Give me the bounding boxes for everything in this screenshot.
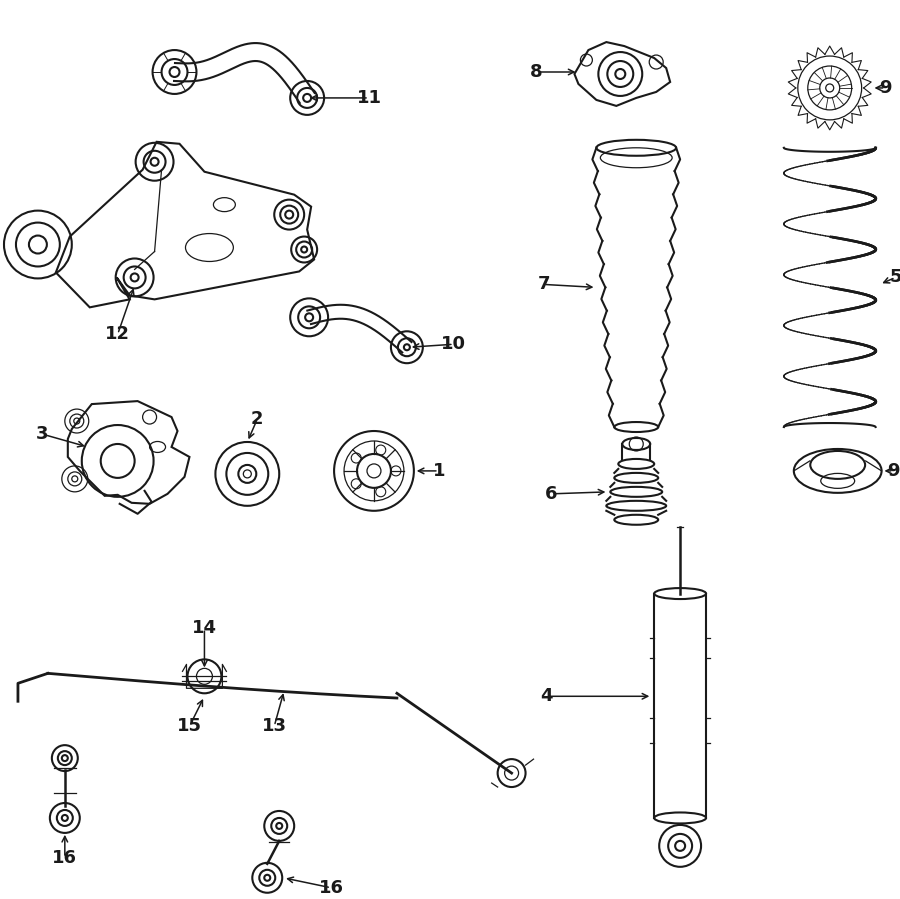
Text: 15: 15 <box>177 717 202 735</box>
Text: 16: 16 <box>319 878 344 897</box>
Text: 14: 14 <box>192 619 217 637</box>
Text: 4: 4 <box>540 688 553 706</box>
Text: 16: 16 <box>52 849 77 867</box>
Text: 13: 13 <box>262 717 287 735</box>
Text: 9: 9 <box>887 462 900 480</box>
Text: 11: 11 <box>356 89 382 107</box>
Text: 8: 8 <box>530 63 543 81</box>
Text: 1: 1 <box>433 462 445 480</box>
Text: 12: 12 <box>105 325 130 343</box>
Text: 3: 3 <box>36 425 48 443</box>
Text: 2: 2 <box>251 410 264 428</box>
Text: 6: 6 <box>545 485 558 503</box>
Text: 5: 5 <box>889 269 900 287</box>
Text: 7: 7 <box>537 275 550 293</box>
Text: 10: 10 <box>441 335 466 353</box>
Text: 9: 9 <box>879 79 892 97</box>
